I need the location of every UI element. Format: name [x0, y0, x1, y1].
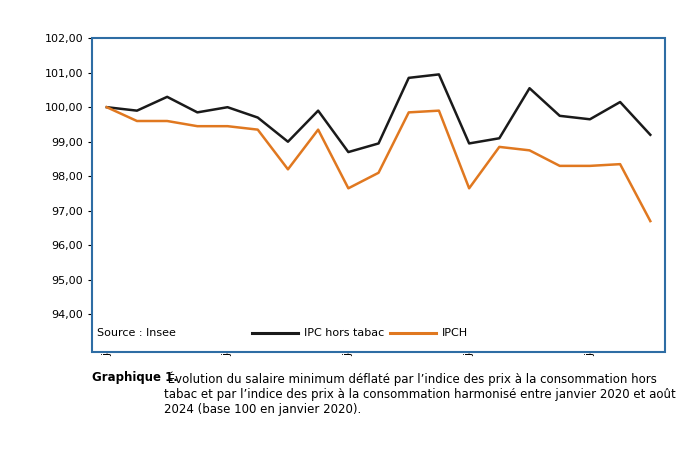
IPCH	[586, 163, 594, 168]
IPCH	[555, 163, 564, 168]
Text: IPCH: IPCH	[441, 328, 468, 339]
IPCH	[223, 123, 232, 129]
IPC hors tabac	[465, 141, 473, 146]
IPCH	[616, 162, 624, 167]
Text: IPC hors tabac: IPC hors tabac	[304, 328, 384, 339]
IPC hors tabac	[405, 75, 413, 80]
IPC hors tabac	[435, 72, 443, 77]
Text: Graphique 1.: Graphique 1.	[92, 371, 177, 384]
IPC hors tabac	[163, 94, 171, 100]
IPC hors tabac	[254, 115, 262, 120]
IPC hors tabac	[194, 110, 202, 115]
IPC hors tabac	[616, 99, 624, 105]
IPC hors tabac	[526, 85, 534, 91]
IPCH	[495, 144, 503, 150]
Line: IPCH: IPCH	[107, 107, 650, 221]
IPC hors tabac	[223, 105, 232, 110]
IPCH	[526, 148, 534, 153]
IPC hors tabac	[555, 113, 564, 119]
IPC hors tabac	[314, 108, 323, 113]
IPCH	[405, 110, 413, 115]
IPCH	[435, 108, 443, 113]
IPC hors tabac	[133, 108, 141, 113]
Line: IPC hors tabac: IPC hors tabac	[107, 75, 650, 152]
IPC hors tabac	[375, 141, 383, 146]
IPCH	[254, 127, 262, 132]
IPC hors tabac	[344, 150, 352, 155]
IPC hors tabac	[495, 136, 503, 141]
IPCH	[284, 167, 292, 172]
IPCH	[163, 119, 171, 124]
IPCH	[465, 185, 473, 191]
Text: Évolution du salaire minimum déflaté par l’indice des prix à la consommation hor: Évolution du salaire minimum déflaté par…	[164, 371, 676, 416]
IPCH	[314, 127, 323, 132]
IPCH	[133, 119, 141, 124]
IPCH	[194, 123, 202, 129]
IPC hors tabac	[586, 117, 594, 122]
IPCH	[646, 218, 655, 224]
IPC hors tabac	[646, 132, 655, 137]
IPC hors tabac	[103, 105, 111, 110]
IPCH	[375, 170, 383, 176]
Text: Source : Insee: Source : Insee	[97, 328, 177, 339]
IPCH	[344, 185, 352, 191]
IPC hors tabac	[284, 139, 292, 145]
IPCH	[103, 105, 111, 110]
